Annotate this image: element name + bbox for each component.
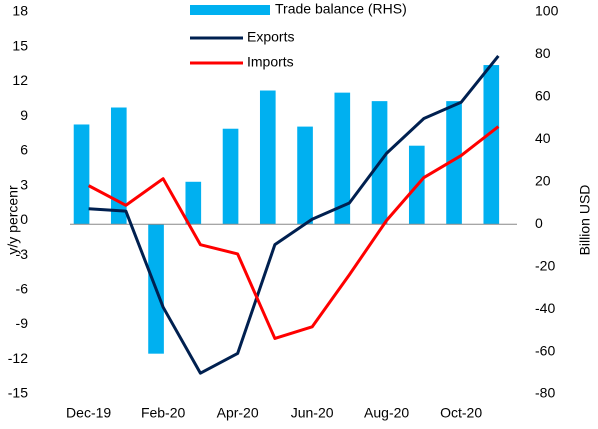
- bar: [110, 107, 127, 225]
- y2-tick-label: 100: [535, 3, 559, 19]
- legend-label: Imports: [247, 54, 294, 70]
- y2-tick-label: 20: [535, 172, 551, 188]
- legend-label: Exports: [247, 29, 294, 45]
- y-tick-label: -12: [8, 350, 28, 366]
- y2-tick-label: 0: [535, 215, 543, 231]
- y-tick-label: 18: [12, 3, 28, 19]
- x-tick-label: Jun-20: [291, 405, 334, 421]
- y-tick-label: 3: [20, 176, 28, 192]
- y2-tick-label: -80: [535, 385, 555, 401]
- bar: [483, 65, 500, 225]
- y2-axis-title: Billion USD: [577, 185, 593, 256]
- x-tick-label: Oct-20: [440, 405, 482, 421]
- y-tick-label: -15: [8, 385, 28, 401]
- bar: [185, 181, 202, 225]
- y-tick-label: 0: [20, 211, 28, 227]
- y2-tick-label: -20: [535, 257, 555, 273]
- y-tick-label: 12: [12, 72, 28, 88]
- legend-swatch: [190, 5, 270, 15]
- bar: [446, 101, 462, 225]
- y2-tick-label: 60: [535, 88, 551, 104]
- x-tick-label: Dec-19: [66, 405, 111, 421]
- y2-tick-label: 40: [535, 130, 551, 146]
- y-tick-label: 9: [20, 107, 28, 123]
- bar: [334, 92, 351, 225]
- line: [88, 55, 500, 375]
- y-tick-label: -6: [16, 281, 29, 297]
- y-tick-label: 15: [12, 37, 28, 53]
- y2-tick-label: -60: [535, 342, 555, 358]
- y2-tick-label: -40: [535, 300, 555, 316]
- bar: [222, 128, 239, 225]
- y-axis-title: y/y percenr: [5, 185, 21, 255]
- x-tick-label: Apr-20: [217, 405, 259, 421]
- y-tick-label: -9: [16, 315, 29, 331]
- legend-label: Trade balance (RHS): [275, 1, 407, 17]
- bar: [259, 90, 276, 225]
- line: [87, 125, 500, 340]
- y2-tick-label: 80: [535, 45, 551, 61]
- y-tick-label: 6: [20, 142, 28, 158]
- bar: [297, 126, 313, 225]
- y-tick-label: -3: [16, 246, 29, 262]
- x-tick-label: Feb-20: [141, 405, 186, 421]
- bar: [73, 124, 90, 225]
- x-tick-label: Aug-20: [364, 405, 409, 421]
